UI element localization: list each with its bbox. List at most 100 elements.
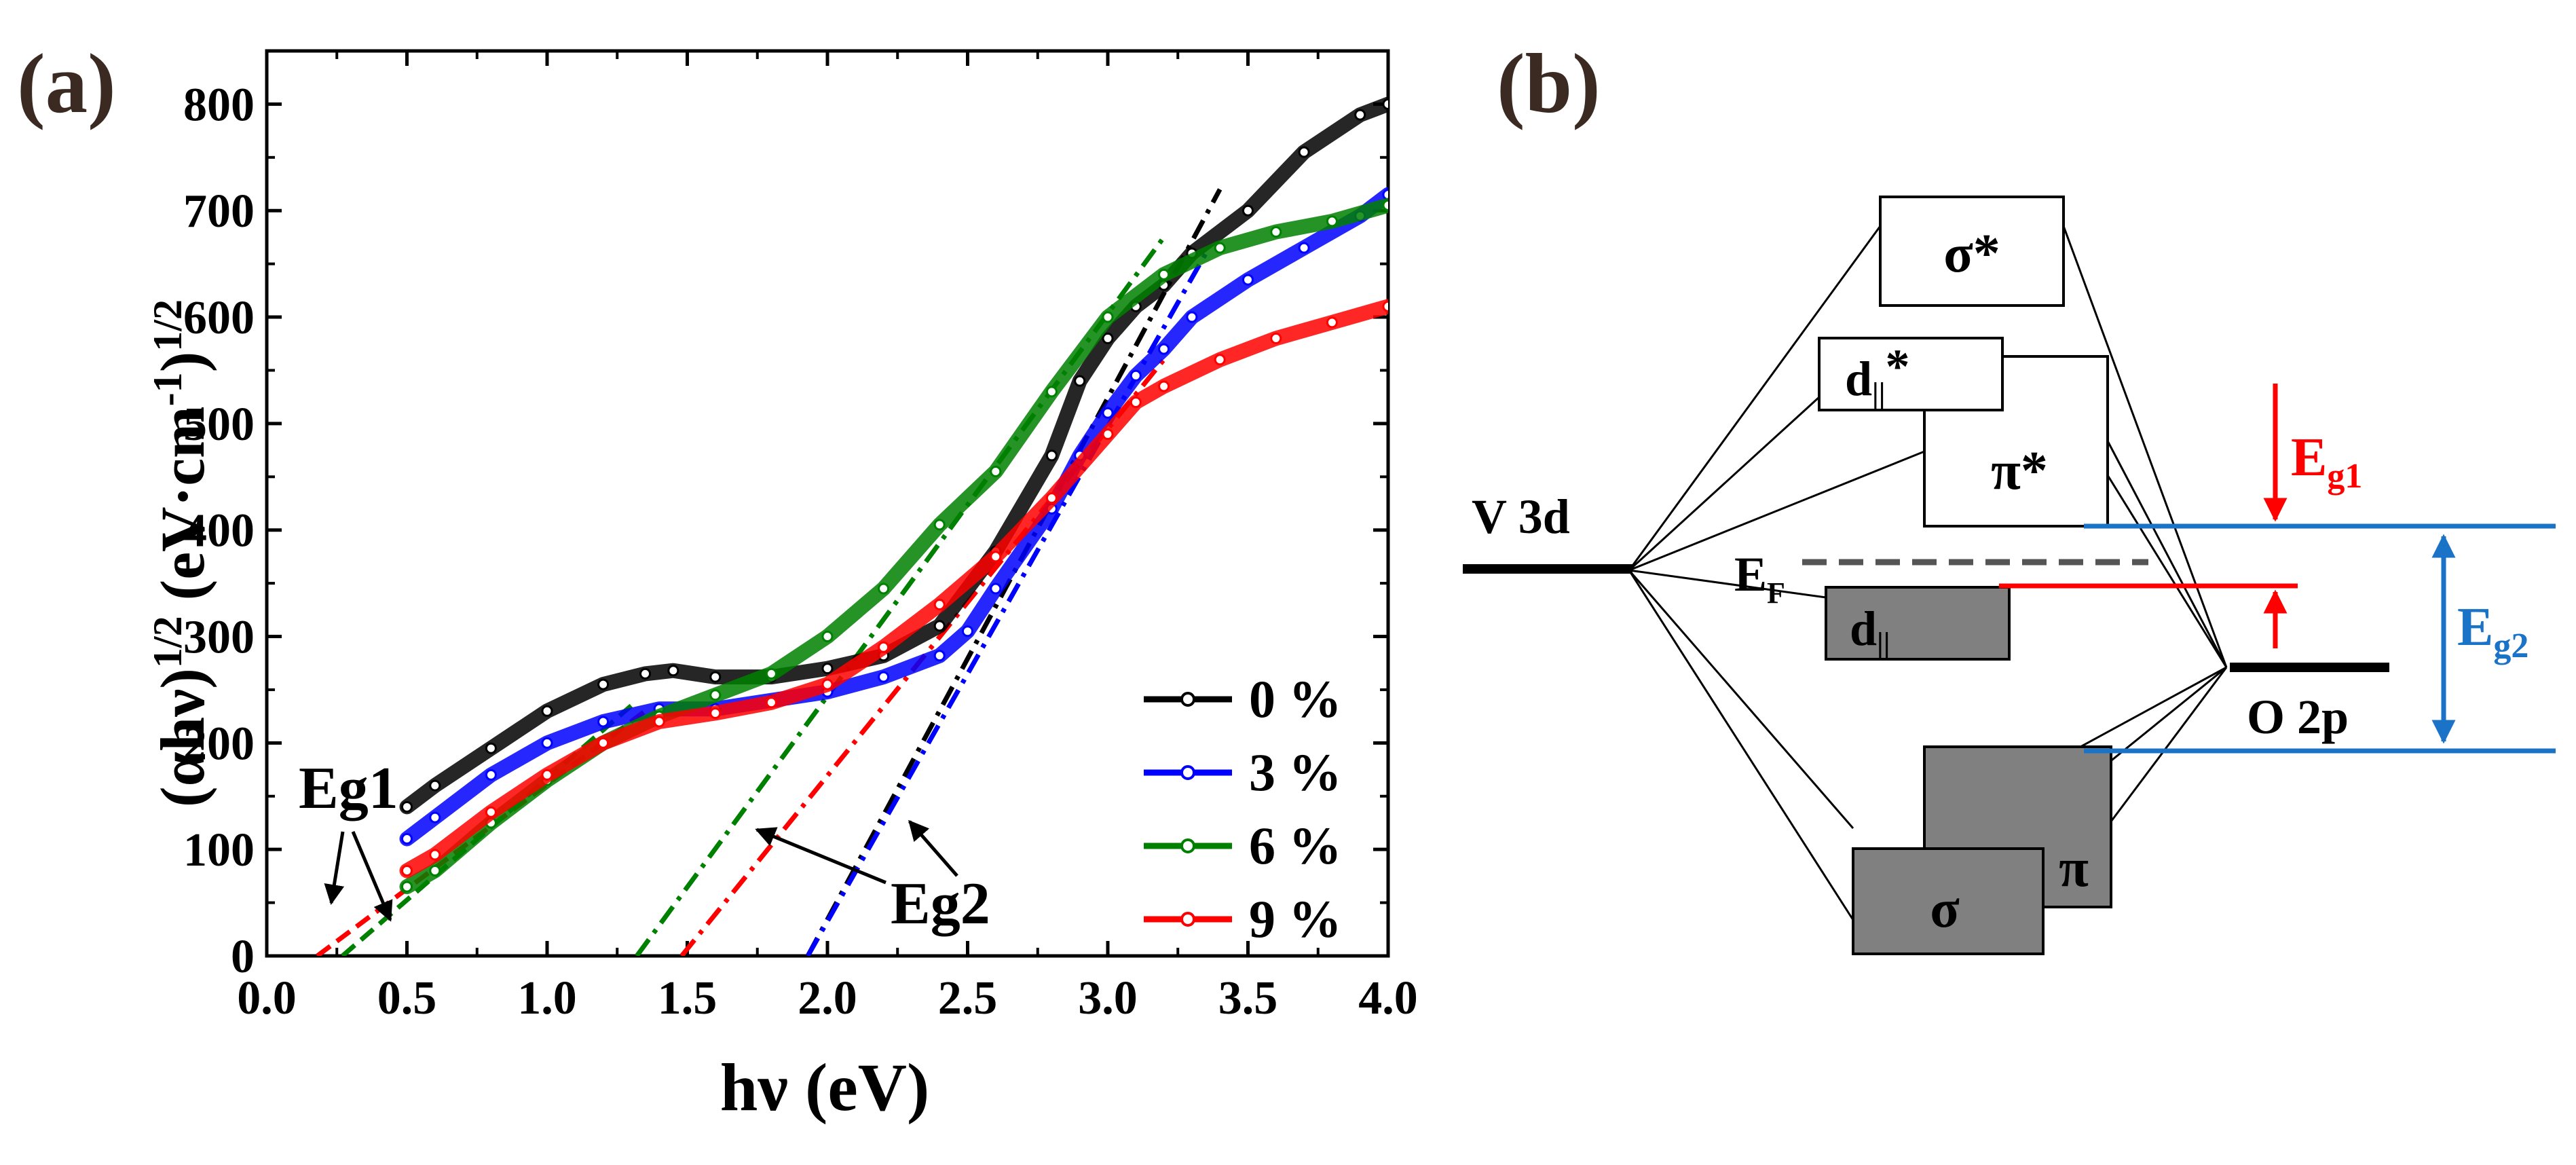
plot-inner [316, 96, 1388, 956]
data-point-0pct [485, 742, 497, 754]
data-point-6pct [821, 631, 834, 643]
eg2-annotation: Eg2 [891, 871, 990, 937]
data-point-9pct [401, 865, 413, 877]
data-point-9pct [1130, 396, 1142, 409]
legend: 0 % 3 % 6 % 9 % [1144, 669, 1342, 948]
series-line-0pct [399, 96, 1388, 815]
data-point-9pct [1270, 332, 1282, 344]
chart-panel-a: (a) 0.0 0.5 1.0 1.5 2.0 2.5 3.0 3.5 4.0 0 100 200 30… [17, 37, 1418, 1125]
data-point-3pct [1102, 407, 1114, 419]
data-point-3pct [597, 716, 610, 728]
y-tick-label: 400 [183, 505, 255, 557]
data-point-9pct [541, 769, 553, 781]
d-parallel-box [1825, 586, 2011, 661]
x-tick-label: 1.5 [658, 972, 717, 1024]
data-point-9pct [485, 806, 497, 818]
data-point-3pct [1382, 189, 1388, 201]
fermi-level-label: EF [1734, 547, 1785, 610]
data-point-0pct [401, 800, 413, 813]
data-point-6pct [1270, 226, 1282, 238]
y-tick-label: 800 [183, 79, 255, 131]
data-point-3pct [1158, 343, 1170, 355]
data-point-6pct [429, 865, 441, 877]
data-point-6pct [765, 667, 777, 680]
y-tick-label: 500 [183, 399, 255, 451]
y-tick-label: 700 [183, 185, 255, 238]
eg2-label: Eg2 [2457, 597, 2528, 665]
data-point-6pct [990, 465, 1002, 477]
data-point-3pct [485, 769, 497, 781]
data-point-9pct [709, 707, 722, 719]
data-point-0pct [1102, 332, 1114, 344]
eg1-arrow-1 [324, 831, 345, 905]
plot-area: 0.0 0.5 1.0 1.5 2.0 2.5 3.0 3.5 4.0 0 100 200 300 400… [183, 49, 1418, 1024]
data-point-6pct [1214, 242, 1226, 254]
data-point-0pct [541, 705, 553, 717]
data-point-6pct [878, 582, 890, 595]
data-point-9pct [765, 697, 777, 709]
legend-label-6pct: 6 % [1249, 816, 1342, 875]
data-point-6pct [709, 689, 722, 701]
series-line-3pct [399, 187, 1388, 847]
data-point-0pct [1298, 146, 1310, 158]
data-point-0pct [933, 620, 946, 632]
y-tick-label: 100 [183, 824, 255, 876]
data-point-6pct [1158, 268, 1170, 280]
data-point-9pct [1045, 492, 1058, 504]
legend-label-0pct: 0 % [1249, 669, 1342, 728]
data-point-3pct [429, 811, 441, 824]
data-point-9pct [653, 716, 665, 728]
sigma-star-box [1879, 196, 2065, 307]
data-point-3pct [990, 582, 1002, 595]
eg1-label: Eg1 [2291, 428, 2362, 496]
x-tick-label: 2.5 [938, 972, 998, 1024]
legend-marker-6pct [1180, 838, 1195, 853]
sigma-label: σ [1930, 879, 1960, 939]
data-point-0pct [1354, 109, 1366, 121]
data-point-9pct [1214, 354, 1226, 366]
data-point-9pct [1326, 316, 1338, 329]
data-point-9pct [429, 849, 441, 861]
y-tick-label: 600 [183, 292, 255, 344]
pi-label: π [2059, 838, 2089, 898]
data-point-0pct [597, 678, 610, 690]
data-point-9pct [1382, 300, 1388, 312]
data-point-6pct [1102, 311, 1114, 323]
d-parallel-star-box [1818, 337, 2004, 411]
y-axis-label: (αhν)1/2 (eV·cm-1)1/2 [145, 299, 217, 807]
eg1-annotation: Eg1 [299, 756, 398, 821]
data-point-6pct [1326, 215, 1338, 227]
data-point-0pct [709, 671, 722, 683]
x-tick-label: 2.0 [798, 972, 857, 1024]
y-tick-label: 300 [183, 612, 255, 664]
legend-marker-3pct [1180, 765, 1195, 780]
x-tick-label: 0.0 [237, 972, 297, 1024]
sigma-star-label: σ* [1943, 224, 2000, 284]
data-point-0pct [821, 663, 834, 675]
panel-a-label: (a) [17, 37, 116, 131]
data-point-9pct [1158, 380, 1170, 392]
data-point-9pct [1102, 428, 1114, 441]
eg2-arrow-2 [908, 819, 958, 877]
data-point-3pct [1298, 242, 1310, 254]
data-point-3pct [1242, 274, 1254, 286]
o2p-label: O 2p [2247, 690, 2349, 744]
panel-b-label: (b) [1497, 37, 1601, 131]
legend-marker-9pct [1180, 912, 1195, 927]
legend-marker-0pct [1180, 692, 1195, 707]
x-tick-label: 3.5 [1218, 972, 1278, 1024]
data-point-3pct [1130, 369, 1142, 382]
data-point-9pct [878, 641, 890, 653]
x-tick-label: 0.5 [377, 972, 437, 1024]
data-point-0pct [639, 667, 652, 680]
pi-star-label: π* [1991, 441, 2048, 501]
legend-label-9pct: 9 % [1249, 889, 1342, 948]
data-point-6pct [401, 881, 413, 893]
data-point-9pct [933, 598, 946, 610]
data-point-0pct [1045, 449, 1058, 462]
data-point-0pct [429, 779, 441, 792]
data-point-3pct [962, 625, 973, 637]
x-tick-label: 3.0 [1078, 972, 1138, 1024]
sigma-box [1852, 847, 2045, 955]
